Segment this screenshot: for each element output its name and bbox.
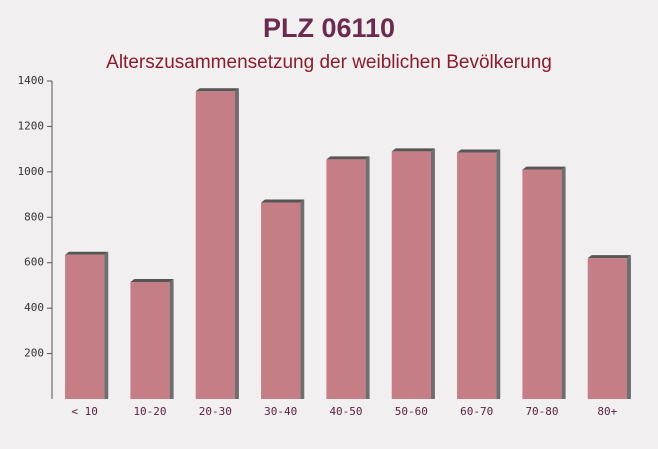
bar-top [195,88,239,92]
x-tick-label: 30-40 [264,405,297,418]
bar [391,151,431,399]
bar-top [391,148,435,152]
bar [457,152,497,399]
x-tick-label: 80+ [597,405,617,418]
bar-top [457,149,501,153]
bar-side [300,199,305,399]
bar [522,169,562,399]
bar [130,282,170,399]
bar-side [430,148,435,399]
x-tick-label: 20-30 [199,405,232,418]
bar-side [626,255,631,399]
y-tick-label: 800 [24,210,44,223]
bar [65,254,105,399]
bar [195,91,235,399]
bar [261,202,301,399]
y-tick-label: 1000 [18,165,45,178]
bar [326,159,366,399]
bar-top [587,255,631,259]
bar-top [326,156,370,160]
x-tick-label: < 10 [71,405,98,418]
bar-side [104,251,109,399]
bar-side [365,156,370,399]
bar [587,258,627,399]
x-tick-label: 10-20 [133,405,166,418]
x-tick-label: 40-50 [329,405,362,418]
bar-top [261,199,305,203]
chart-title: PLZ 06110 [263,13,395,43]
chart-subtitle: Alterszusammensetzung der weiblichen Bev… [106,52,552,73]
bar-top [522,166,566,170]
y-tick-label: 400 [24,301,44,314]
x-tick-label: 70-80 [525,405,558,418]
bar-side [496,149,501,399]
x-tick-label: 50-60 [395,405,428,418]
y-tick-label: 1400 [18,74,45,87]
bar-top [130,279,174,283]
bar-side [169,279,174,399]
y-tick-label: 200 [24,347,44,360]
bar-side [561,166,566,399]
bar-side [234,88,239,399]
x-tick-label: 60-70 [460,405,493,418]
y-tick-label: 1200 [18,119,45,132]
y-tick-label: 600 [24,256,44,269]
bar-top [65,251,109,255]
